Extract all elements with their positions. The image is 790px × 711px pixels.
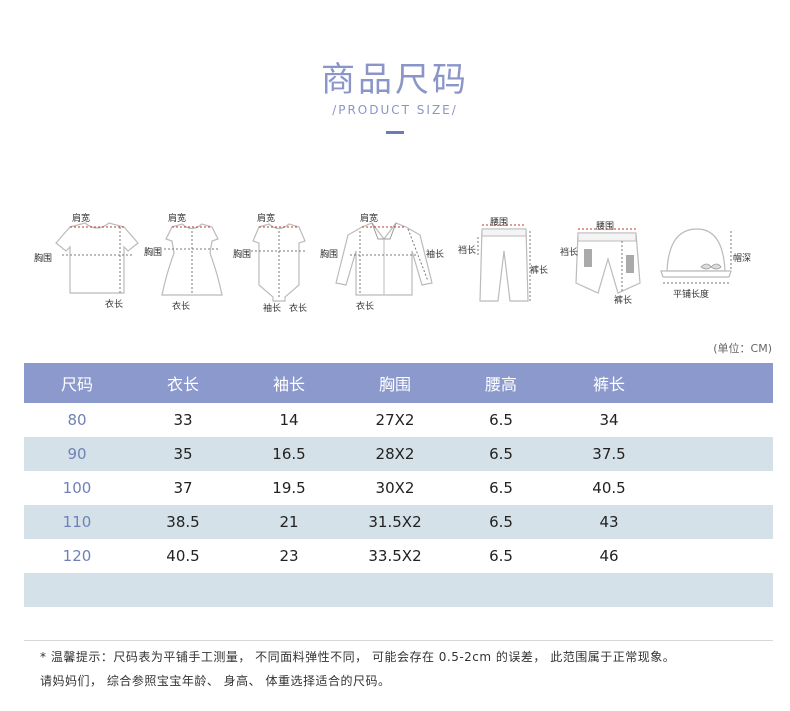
header-waist: 腰高 [484, 375, 517, 394]
shorts-leg-label: 裤长 [614, 296, 633, 306]
jacket-sleeve-label: 袖长 [426, 250, 445, 260]
tshirt-diagram: 肩宽 胸围 衣长 [34, 205, 150, 310]
waist-cell: 6.5 [489, 479, 513, 497]
dress-length-label: 衣长 [172, 302, 191, 312]
size-cell: 120 [62, 547, 92, 565]
table-header-row: 尺码 衣长 袖长 胸围 腰高 裤长 [24, 363, 773, 403]
romper-icon [251, 223, 307, 302]
sleeve-cell: 21 [279, 513, 299, 531]
pants-length-cell: 37.5 [592, 445, 626, 463]
notes-line-1: * 温馨提示：尺码表为平铺手工测量， 不同面料弹性不同， 可能会存在 0.5-2… [40, 650, 676, 664]
shorts-waist-label: 腰围 [596, 222, 615, 232]
hat-width-label: 平铺长度 [673, 290, 710, 300]
header-sleeve: 袖长 [272, 375, 305, 394]
table-row: 90 35 16.5 28X2 6.5 37.5 [24, 437, 773, 471]
dress-diagram: 肩宽 胸围 衣长 [144, 205, 235, 312]
chest-cell: 33.5X2 [368, 547, 422, 565]
waist-cell: 6.5 [489, 445, 513, 463]
jacket-shoulder-label: 肩宽 [360, 214, 379, 224]
romper-diagram: 肩宽 胸围 袖长 衣长 [233, 205, 322, 315]
pants-waist-label: 腰围 [490, 218, 509, 228]
tshirt-icon [55, 222, 139, 294]
shorts-diagram: 腰围 裆长 裤长 [558, 205, 658, 313]
pants-length-cell: 40.5 [592, 479, 626, 497]
sleeve-cell: 16.5 [272, 445, 306, 463]
hat-icon [660, 228, 732, 284]
jacket-diagram: 肩宽 胸围 袖长 衣长 [320, 205, 450, 313]
waist-cell: 6.5 [489, 513, 513, 531]
page-title: 商品尺码 [321, 60, 469, 100]
notes-line-2: 请妈妈们， 综合参照宝宝年龄、 身高、 体重选择适合的尺码。 [40, 674, 391, 688]
pants-length-cell: 34 [599, 411, 619, 429]
pants-length-cell: 43 [599, 513, 619, 531]
chest-cell: 30X2 [375, 479, 415, 497]
waist-cell: 6.5 [489, 547, 513, 565]
hat-diagram: 平铺长度 帽深 [655, 205, 780, 305]
shorts-hip-label: 裆长 [560, 248, 579, 258]
length-cell: 37 [173, 479, 193, 497]
pants-icon [477, 224, 531, 302]
romper-length-label: 衣长 [289, 304, 308, 314]
measurement-diagrams: 肩宽 胸围 衣长 肩宽 胸围 衣长 肩宽 胸围 袖长 衣长 [0, 205, 790, 315]
dress-chest-label: 胸围 [144, 248, 163, 258]
jacket-chest-label: 胸围 [320, 250, 339, 260]
table-row: 110 38.5 21 31.5X2 6.5 43 [24, 505, 773, 539]
table-row: 100 37 19.5 30X2 6.5 40.5 [24, 471, 773, 505]
pants-length-cell: 46 [599, 547, 619, 565]
chest-cell: 31.5X2 [368, 513, 422, 531]
tshirt-length-label: 衣长 [105, 300, 124, 310]
length-cell: 33 [173, 411, 193, 429]
table-empty-row [24, 573, 773, 607]
length-cell: 35 [173, 445, 193, 463]
hat-depth-label: 帽深 [733, 254, 752, 264]
table-row: 120 40.5 23 33.5X2 6.5 46 [24, 539, 773, 573]
size-cell: 90 [67, 445, 87, 463]
pants-diagram: 腰围 裆长 裤长 [458, 205, 558, 313]
page-subtitle: /PRODUCT SIZE/ [332, 103, 458, 117]
romper-chest-label: 胸围 [233, 250, 252, 260]
dress-icon [161, 223, 223, 296]
jacket-icon [335, 222, 433, 296]
notes-divider [24, 640, 773, 641]
header-pants-length: 裤长 [592, 375, 625, 394]
chest-cell: 27X2 [375, 411, 415, 429]
size-table: 尺码 衣长 袖长 胸围 腰高 裤长 80 33 14 27X2 6.5 34 9… [24, 363, 773, 607]
pants-hip-label: 裆长 [458, 246, 477, 256]
tshirt-chest-label: 胸围 [34, 254, 53, 264]
waist-cell: 6.5 [489, 411, 513, 429]
length-cell: 38.5 [166, 513, 200, 531]
table-row: 80 33 14 27X2 6.5 34 [24, 403, 773, 437]
tshirt-shoulder-label: 肩宽 [72, 214, 91, 224]
sleeve-cell: 23 [279, 547, 299, 565]
length-cell: 40.5 [166, 547, 200, 565]
size-cell: 110 [62, 513, 92, 531]
title-underline [386, 131, 404, 134]
size-cell: 100 [62, 479, 92, 497]
shorts-icon [575, 228, 641, 294]
romper-shoulder-label: 肩宽 [257, 214, 276, 224]
chest-cell: 28X2 [375, 445, 415, 463]
header-chest: 胸围 [378, 375, 411, 394]
size-cell: 80 [67, 411, 87, 429]
header-length: 衣长 [166, 375, 199, 394]
dress-shoulder-label: 肩宽 [168, 214, 187, 224]
sleeve-cell: 14 [279, 411, 299, 429]
unit-note: (单位：CM) [713, 342, 772, 355]
sleeve-cell: 19.5 [272, 479, 306, 497]
romper-sleeve-label: 袖长 [263, 304, 282, 314]
jacket-length-label: 衣长 [356, 302, 375, 312]
pants-leg-label: 裤长 [530, 266, 549, 276]
header-size: 尺码 [60, 375, 93, 394]
